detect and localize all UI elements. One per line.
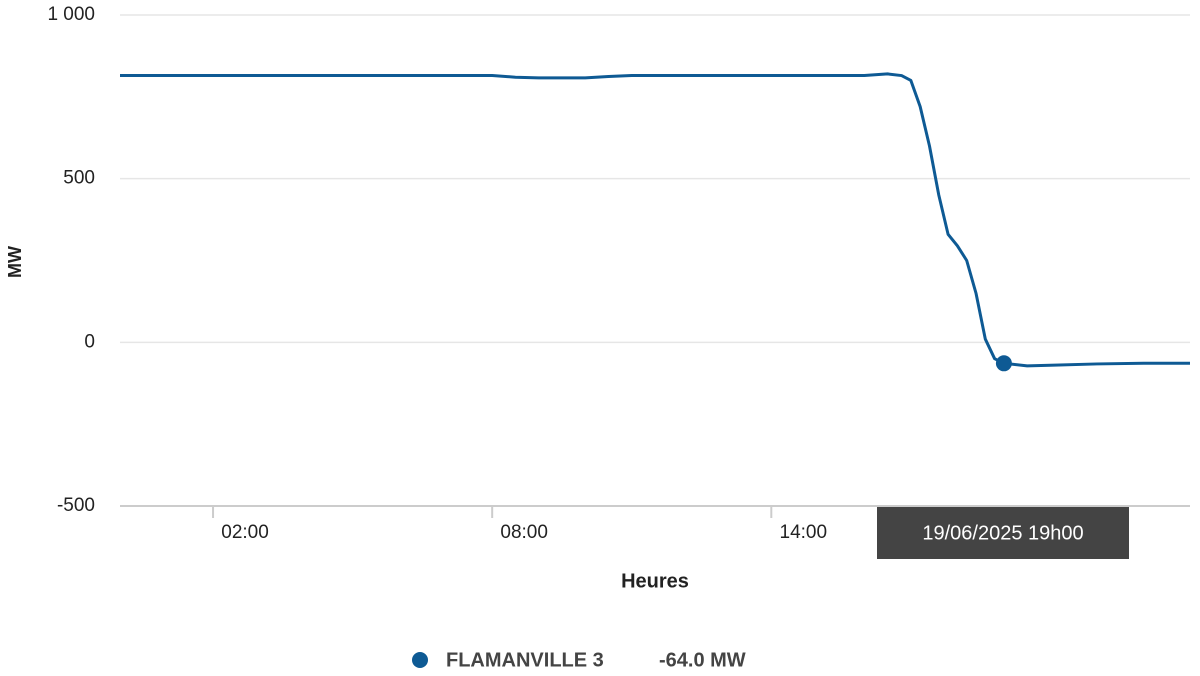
y-axis-label: MW bbox=[5, 246, 25, 278]
x-axis-label: Heures bbox=[621, 570, 689, 592]
highlight-point bbox=[995, 355, 1012, 372]
tooltip-box bbox=[877, 507, 1129, 559]
legend-marker bbox=[412, 652, 428, 668]
y-tick-label: 1 000 bbox=[47, 4, 95, 25]
series-line bbox=[120, 72, 1190, 368]
x-tick-label: 02:00 bbox=[221, 522, 269, 543]
y-tick-label: -500 bbox=[57, 495, 95, 516]
legend-value: -64.0 MW bbox=[659, 649, 746, 671]
legend-name: FLAMANVILLE 3 bbox=[446, 649, 604, 671]
y-tick-label: 0 bbox=[84, 331, 95, 352]
x-tick-label: 14:00 bbox=[780, 522, 828, 543]
tooltip-text: 19/06/2025 19h00 bbox=[922, 522, 1083, 544]
x-tick-label: 08:00 bbox=[500, 522, 548, 543]
y-tick-label: 500 bbox=[63, 168, 95, 189]
